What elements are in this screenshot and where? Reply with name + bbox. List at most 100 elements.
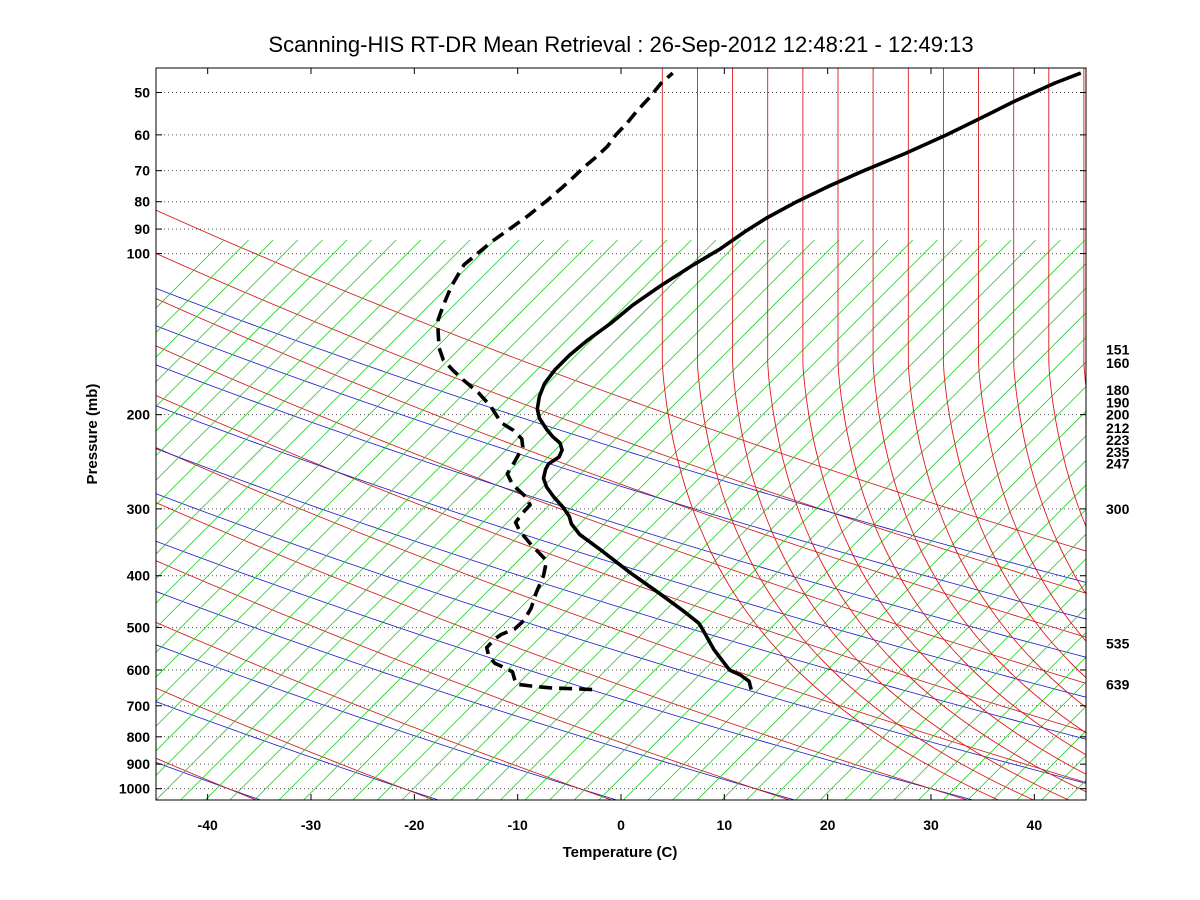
green-line	[869, 582, 1086, 800]
warm-curve	[661, 68, 999, 800]
moist-adiabat	[156, 447, 1086, 783]
right-label-151: 151	[1106, 341, 1130, 357]
y-tick-label-700: 700	[127, 698, 151, 714]
warm-curve	[697, 68, 1034, 800]
green-line	[156, 239, 717, 800]
y-tick-label-70: 70	[134, 163, 150, 179]
green-line	[156, 239, 495, 580]
right-label-160: 160	[1106, 355, 1130, 371]
dry-adiabat	[156, 540, 974, 800]
green-line	[942, 656, 1086, 800]
y-tick-label-1000: 1000	[119, 781, 150, 797]
sounding-series	[436, 71, 1082, 692]
chart-title: Scanning-HIS RT-DR Mean Retrieval : 26-S…	[268, 32, 973, 57]
y-tick-label-80: 80	[134, 194, 150, 210]
green-line	[156, 239, 348, 432]
green-line	[156, 239, 446, 530]
y-tick-label-60: 60	[134, 127, 150, 143]
y-tick-label-100: 100	[127, 246, 151, 262]
green-line	[377, 239, 938, 800]
warm-curve	[767, 68, 1086, 793]
moist-adiabat	[156, 395, 1086, 733]
green-line	[156, 239, 545, 629]
dry-adiabat	[156, 448, 1086, 740]
warm-curve	[942, 68, 1086, 679]
green-line	[573, 287, 1086, 800]
green-line	[156, 239, 520, 604]
green-line	[524, 239, 1086, 800]
green-line	[967, 681, 1086, 800]
dry-adiabat	[156, 287, 1086, 583]
warm-curve	[802, 68, 1086, 775]
moist-adiabat	[156, 621, 612, 800]
green-line	[156, 239, 323, 407]
dry-adiabat	[156, 325, 1086, 620]
right-label-247: 247	[1106, 456, 1130, 472]
y-tick-label-50: 50	[134, 84, 150, 100]
green-line	[672, 386, 1086, 800]
green-line	[156, 239, 299, 383]
y-tick-label-300: 300	[127, 501, 151, 517]
moist-adiabat	[156, 345, 1086, 684]
y-tick-label-200: 200	[127, 407, 151, 423]
dry-adiabat	[156, 493, 1086, 784]
y-tick-label-800: 800	[127, 729, 151, 745]
y-axis-ticks: 50 60 70 80 90 100 200 300 400 500 600 700 800 900 100…	[119, 84, 1086, 797]
y-axis-label: Pressure (mb)	[84, 384, 101, 485]
green-line	[770, 484, 1086, 800]
green-line	[598, 312, 1086, 800]
green-line	[819, 533, 1086, 800]
right-label-180: 180	[1106, 382, 1130, 398]
green-line	[156, 239, 422, 506]
x-tick-label--10: -10	[508, 817, 528, 833]
right-label-200: 200	[1106, 407, 1130, 423]
dry-adiabat	[156, 405, 1086, 698]
x-tick-label--30: -30	[301, 817, 321, 833]
x-tick-label--40: -40	[198, 817, 218, 833]
green-line	[327, 239, 889, 800]
y-tick-label-400: 400	[127, 568, 151, 584]
warm-curve	[907, 68, 1086, 709]
right-label-190: 190	[1106, 395, 1130, 411]
x-axis-ticks: -40 -30 -20 -10 0 10 20 30 40	[198, 68, 1043, 833]
green-line	[721, 435, 1086, 800]
warm-curve	[1013, 68, 1086, 595]
right-label-212: 212	[1106, 420, 1130, 436]
green-line	[795, 509, 1086, 800]
dewpoint-line	[436, 71, 674, 692]
green-line	[180, 239, 741, 800]
green-line	[450, 239, 1012, 800]
warm-curve	[1083, 68, 1086, 391]
green-line	[156, 239, 594, 678]
green-line	[303, 239, 864, 800]
x-tick-label-20: 20	[820, 817, 836, 833]
warm-curve	[978, 68, 1086, 642]
warm-curve	[837, 68, 1086, 756]
right-label-535: 535	[1106, 635, 1130, 651]
green-line	[623, 336, 1086, 800]
dry-adiabat	[156, 364, 1086, 658]
green-line	[647, 361, 1086, 800]
warm-curve	[872, 68, 1086, 734]
x-tick-label-10: 10	[717, 817, 733, 833]
temperature-line	[535, 71, 1082, 691]
right-label-300: 300	[1106, 501, 1130, 517]
x-tick-label-40: 40	[1027, 817, 1043, 833]
green-line	[204, 239, 766, 800]
x-tick-label--20: -20	[404, 817, 424, 833]
moist-adiabat	[156, 209, 1086, 552]
moist-adiabat	[156, 298, 1086, 638]
warm-curve	[1048, 68, 1086, 528]
green-line	[156, 239, 618, 703]
moist-adiabat	[156, 560, 790, 800]
green-line	[352, 239, 914, 800]
green-line	[156, 239, 274, 358]
right-label-223: 223	[1106, 432, 1130, 448]
green-line	[696, 410, 1086, 800]
y-tick-label-600: 600	[127, 662, 151, 678]
green-line	[254, 239, 815, 800]
dry-adiabat	[156, 591, 795, 800]
thermo-background-lines	[156, 68, 1086, 800]
green-line	[229, 239, 791, 800]
moist-adiabat	[156, 252, 1086, 594]
